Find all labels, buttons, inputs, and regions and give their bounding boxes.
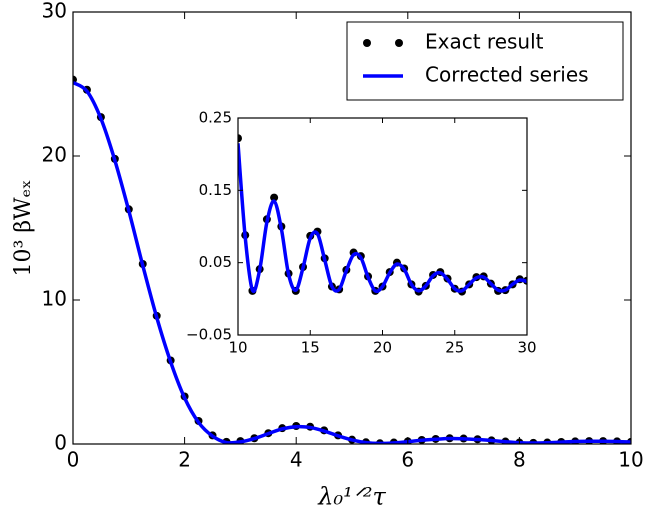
x-tick-label: 2 bbox=[178, 448, 191, 472]
y-tick-label: 10 bbox=[42, 287, 67, 311]
chart: 0 2 4 6 8 10 0 10 20 30 Exact result Corrected seri… bbox=[42, 0, 644, 472]
x-tick-label: 6 bbox=[401, 448, 414, 472]
x-tick-label: 10 bbox=[618, 448, 643, 472]
x-tick-label: 4 bbox=[290, 448, 303, 472]
x-axis-label: λ₀¹ᐟ²τ bbox=[317, 483, 386, 511]
legend-box bbox=[346, 21, 624, 101]
legend-label: Corrected series bbox=[425, 63, 589, 87]
x-tick-label: 10 bbox=[228, 338, 247, 356]
chart: 10 15 20 25 30 −0.05 0.05 0.15 0.25 bbox=[186, 109, 537, 357]
y-tick-label: 0 bbox=[54, 431, 67, 455]
x-tick-label: 0 bbox=[67, 448, 80, 472]
y-tick-label: 20 bbox=[42, 143, 67, 167]
y-tick-label: −0.05 bbox=[186, 326, 232, 344]
legend-marker bbox=[395, 39, 403, 47]
plot bbox=[238, 134, 527, 296]
plot bbox=[73, 75, 631, 444]
x-tick-label: 15 bbox=[301, 338, 320, 356]
y-tick-label: 0.05 bbox=[199, 253, 232, 271]
plot-area bbox=[238, 118, 527, 335]
x-tick-label: 8 bbox=[513, 448, 526, 472]
series-line bbox=[73, 80, 631, 444]
y-axis-label: 10³ βWₑₓ bbox=[11, 180, 36, 277]
data-point bbox=[238, 134, 242, 143]
x-tick-label: 30 bbox=[517, 338, 536, 356]
x-tick-label: 25 bbox=[445, 338, 464, 356]
axes-frame bbox=[72, 11, 632, 445]
legend-label: Exact result bbox=[425, 30, 544, 54]
legend-marker bbox=[363, 39, 371, 47]
y-tick-label: 30 bbox=[42, 0, 67, 23]
data-point bbox=[270, 193, 279, 202]
y-tick-label: 0.25 bbox=[199, 109, 232, 127]
y-tick-label: 0.15 bbox=[199, 181, 232, 199]
series-line bbox=[238, 143, 527, 294]
x-tick-label: 20 bbox=[373, 338, 392, 356]
